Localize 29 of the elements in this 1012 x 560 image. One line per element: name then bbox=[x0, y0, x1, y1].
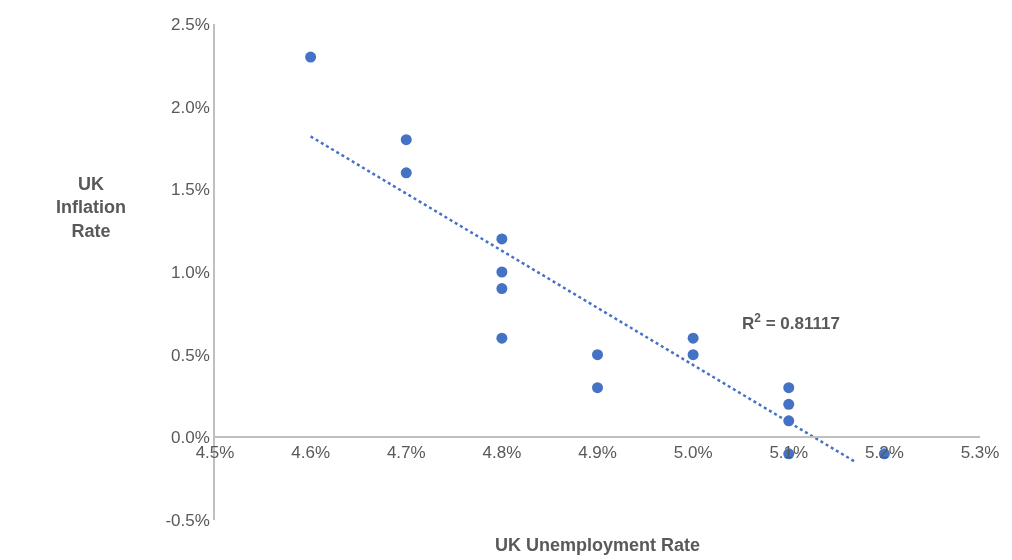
point bbox=[687, 332, 699, 344]
y-tick-label: -0.5% bbox=[165, 510, 210, 530]
x-axis-title: UK Unemployment Rate bbox=[495, 535, 701, 555]
y-tick-label: 0.5% bbox=[171, 345, 210, 365]
point bbox=[496, 266, 508, 278]
point bbox=[687, 349, 699, 361]
point bbox=[305, 51, 317, 63]
point bbox=[496, 283, 508, 295]
point bbox=[400, 134, 412, 146]
annotation: R$^{2}$ = 0.81117 bbox=[742, 311, 840, 334]
point bbox=[592, 349, 603, 361]
x-tick-label: 4.7% bbox=[386, 443, 426, 463]
x-tick-label: 4.8% bbox=[482, 443, 522, 463]
x-tick-label: 4.9% bbox=[578, 443, 617, 463]
x-tick-label: 5.0% bbox=[673, 443, 713, 463]
x-tick-label: 5.3% bbox=[960, 443, 1000, 463]
x-tick-label: 4.6% bbox=[291, 443, 331, 463]
point bbox=[496, 233, 508, 245]
y-tick-label: 1.5% bbox=[171, 180, 210, 200]
point bbox=[783, 398, 795, 410]
y-axis-title: UK Inflation Rate bbox=[56, 174, 126, 241]
y-tick-label: 1.0% bbox=[171, 262, 210, 282]
x-tick-label: 4.5% bbox=[195, 443, 235, 463]
y-tick-label: 2.0% bbox=[171, 97, 210, 117]
point bbox=[400, 167, 412, 179]
point bbox=[783, 382, 795, 394]
point bbox=[496, 332, 508, 344]
y-tick-label: 2.5% bbox=[171, 14, 210, 34]
point bbox=[592, 382, 603, 394]
